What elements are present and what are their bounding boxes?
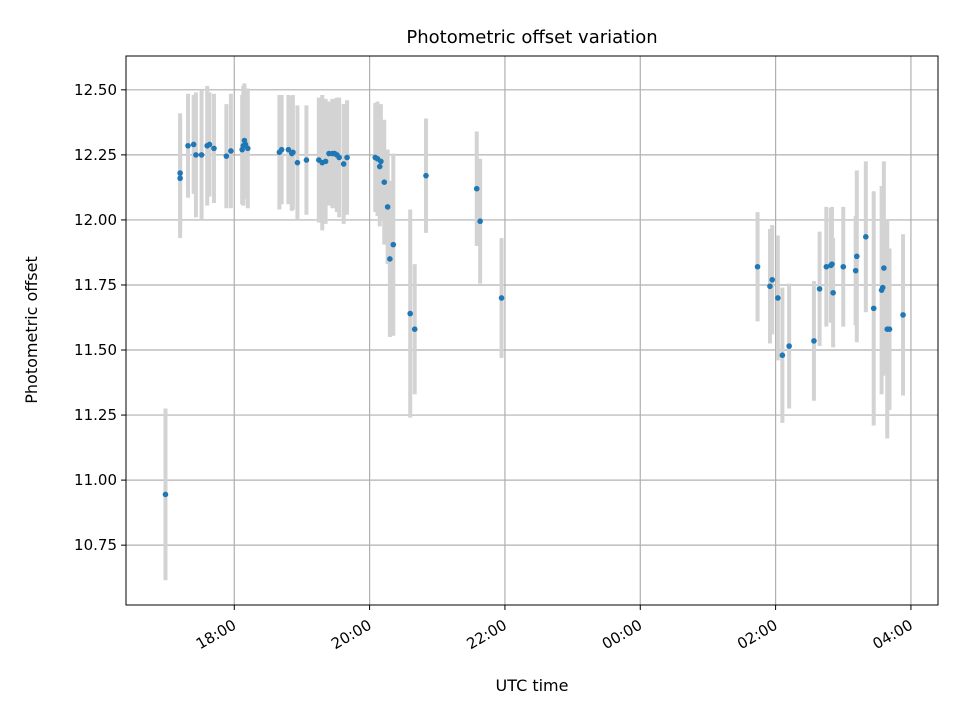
data-point xyxy=(816,286,823,292)
y-tick-label: 12.50 xyxy=(74,81,117,99)
plot-area xyxy=(125,55,939,606)
data-point xyxy=(177,170,183,176)
data-point xyxy=(754,263,761,270)
data-point xyxy=(829,261,835,267)
y-tick-label: 11.00 xyxy=(74,471,117,489)
data-point xyxy=(278,146,285,153)
data-point xyxy=(185,142,191,149)
data-point xyxy=(823,263,830,270)
y-tick-label: 10.75 xyxy=(74,536,117,554)
y-tick-label: 12.00 xyxy=(74,211,117,229)
data-point xyxy=(886,326,893,332)
data-point xyxy=(228,148,234,154)
data-point xyxy=(322,158,329,165)
data-point xyxy=(294,159,301,166)
data-point xyxy=(211,145,217,152)
data-point xyxy=(900,312,906,318)
data-point xyxy=(881,265,887,271)
data-point xyxy=(863,234,869,240)
data-point xyxy=(206,141,213,148)
y-axis-title: Photometric offset xyxy=(22,256,41,404)
y-tick-label: 12.25 xyxy=(74,146,117,164)
y-tick-label: 11.25 xyxy=(74,406,117,424)
data-point xyxy=(830,289,836,296)
data-point xyxy=(376,163,383,170)
data-point xyxy=(384,204,391,210)
data-point xyxy=(779,352,786,359)
data-point xyxy=(775,295,781,301)
data-point xyxy=(811,338,817,344)
data-point xyxy=(193,152,199,158)
y-tick-label: 11.75 xyxy=(74,276,117,294)
data-point xyxy=(340,161,347,167)
y-axis: 10.75 11.00 11.25 11.50 11.75 12.00 12.25 12.50 xyxy=(74,81,126,554)
data-point xyxy=(411,326,418,332)
data-point xyxy=(223,153,230,159)
data-point xyxy=(786,343,792,349)
data-point xyxy=(378,158,384,165)
data-point xyxy=(303,157,310,163)
grid xyxy=(126,56,938,605)
data-point xyxy=(767,283,773,290)
data-point xyxy=(198,152,205,158)
data-point xyxy=(162,491,169,498)
data-point xyxy=(407,310,414,317)
data-point xyxy=(854,253,860,260)
y-tick-label: 11.50 xyxy=(74,341,117,359)
data-point xyxy=(344,154,350,161)
data-point xyxy=(423,172,429,179)
data-point xyxy=(390,241,397,248)
data-point xyxy=(381,179,388,185)
plot-background xyxy=(126,56,938,605)
data-point xyxy=(190,141,197,148)
data-point xyxy=(245,145,251,152)
chart-title: Photometric offset variation xyxy=(406,27,657,48)
plot-frame xyxy=(125,55,939,606)
data-point xyxy=(769,276,776,283)
data-point xyxy=(498,295,505,301)
data-point xyxy=(870,305,877,312)
data-point xyxy=(285,146,292,153)
data-point xyxy=(473,185,480,192)
data-point xyxy=(852,267,859,274)
data-point xyxy=(177,175,183,182)
data-point xyxy=(387,256,393,262)
x-axis-title: UTC time xyxy=(496,676,569,695)
data-point xyxy=(336,154,342,161)
data-point xyxy=(477,218,483,225)
data-point xyxy=(290,149,296,156)
data-point xyxy=(879,284,886,291)
data-point xyxy=(840,263,847,270)
data-points xyxy=(162,137,906,498)
